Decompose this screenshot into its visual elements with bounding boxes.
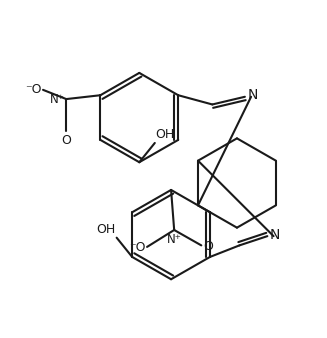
Text: OH: OH [156,128,175,141]
Text: N⁺: N⁺ [167,233,181,246]
Text: N⁺: N⁺ [50,93,65,105]
Text: O: O [61,135,71,147]
Text: N: N [247,88,258,102]
Text: N: N [270,227,280,242]
Text: ⁻O: ⁻O [25,82,42,96]
Text: ⁻O: ⁻O [129,241,146,254]
Text: OH: OH [96,223,116,236]
Text: O: O [203,240,213,252]
